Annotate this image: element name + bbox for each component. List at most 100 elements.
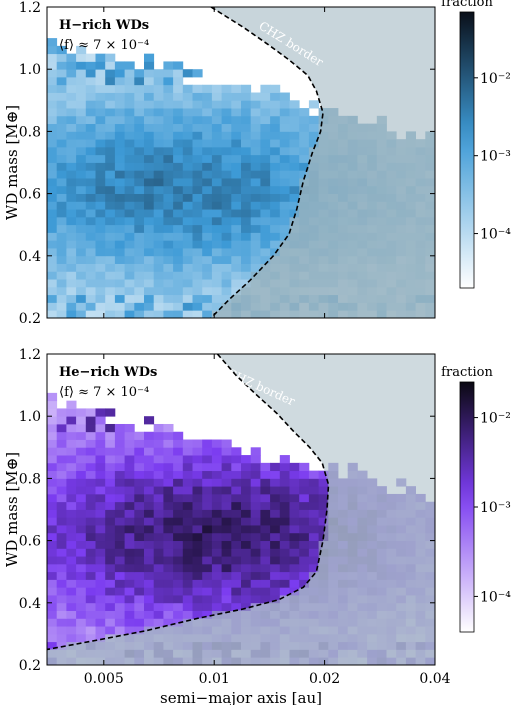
heatmap-cell — [144, 470, 155, 479]
heatmap-cell — [279, 193, 290, 202]
heatmap-cell — [105, 310, 116, 318]
heatmap-cell — [144, 263, 155, 272]
heatmap-cell — [163, 84, 174, 93]
heatmap-cell — [95, 470, 106, 479]
y-tick-label: 1.2 — [19, 0, 41, 16]
heatmap-cell — [114, 431, 125, 440]
heatmap-cell — [114, 162, 125, 171]
heatmap-cell — [76, 595, 87, 604]
heatmap-cell — [173, 563, 184, 573]
heatmap-cell — [76, 185, 87, 194]
wd-type-label: He−rich WDs — [59, 365, 157, 380]
heatmap-cell — [173, 493, 184, 503]
heatmap-cell — [279, 100, 290, 109]
heatmap-cell — [144, 286, 155, 296]
heatmap-cell — [211, 517, 222, 526]
heatmap-cell — [105, 146, 116, 156]
heatmap-cell — [56, 618, 67, 627]
heatmap-cell — [318, 525, 329, 534]
heatmap-cell — [66, 602, 77, 611]
heatmap-cell — [153, 478, 164, 487]
heatmap-cell — [173, 232, 184, 241]
heatmap-cell — [76, 548, 87, 557]
heatmap-cell — [134, 493, 145, 503]
heatmap-cell — [289, 146, 300, 156]
heatmap-cell — [124, 146, 135, 156]
heatmap-cell — [56, 462, 67, 472]
heatmap-cell — [231, 602, 242, 611]
y-tick-label: 0.2 — [19, 658, 41, 674]
heatmap-cell — [134, 447, 145, 456]
heatmap-cell — [279, 548, 290, 557]
heatmap-cell — [221, 170, 232, 179]
heatmap-cell — [85, 53, 96, 62]
heatmap-cell — [182, 162, 193, 171]
heatmap-cell — [241, 170, 252, 179]
heatmap-cell — [231, 209, 242, 218]
heatmap-cell — [56, 517, 67, 526]
colorbar-tick-label: 10⁻² — [480, 411, 511, 427]
heatmap-cell — [66, 478, 77, 487]
heatmap-cell — [202, 286, 213, 296]
heatmap-cell — [231, 146, 242, 156]
heatmap-cell — [114, 439, 125, 448]
heatmap-cell — [114, 294, 125, 303]
heatmap-cell — [279, 556, 290, 565]
heatmap-cell — [182, 240, 193, 249]
heatmap-cell — [279, 224, 290, 233]
heatmap-cell — [56, 178, 67, 187]
heatmap-cell — [211, 131, 222, 140]
heatmap-cell — [153, 185, 164, 194]
heatmap-cell — [192, 525, 203, 534]
heatmap-cell — [270, 587, 281, 596]
heatmap-cell — [250, 178, 261, 187]
heatmap-cell — [211, 84, 222, 93]
heatmap-cell — [85, 633, 96, 643]
heatmap-cell — [47, 618, 58, 627]
heatmap-cell — [114, 310, 125, 318]
heatmap-cell — [270, 232, 281, 241]
x-tick-label: 0.02 — [309, 671, 340, 687]
heatmap-cell — [76, 170, 87, 179]
heatmap-cell — [76, 193, 87, 202]
heatmap-cell — [76, 286, 87, 296]
heatmap-cell — [66, 131, 77, 140]
heatmap-cell — [153, 279, 164, 288]
heatmap-cell — [202, 302, 213, 311]
heatmap-cell — [85, 271, 96, 280]
heatmap-cell — [173, 92, 184, 101]
heatmap-cell — [153, 501, 164, 510]
heatmap-cell — [105, 216, 116, 226]
heatmap-cell — [105, 517, 116, 526]
heatmap-cell — [231, 162, 242, 171]
heatmap-cell — [95, 178, 106, 187]
heatmap-cell — [270, 509, 281, 518]
heatmap-cell — [76, 610, 87, 619]
heatmap-cell — [153, 462, 164, 472]
heatmap-cell — [299, 146, 310, 156]
heatmap-cell — [182, 294, 193, 303]
heatmap-cell — [124, 470, 135, 479]
heatmap-cell — [182, 193, 193, 202]
heatmap-cell — [85, 408, 96, 417]
heatmap-cell — [231, 501, 242, 510]
heatmap-cell — [192, 193, 203, 202]
heatmap-cell — [241, 478, 252, 487]
heatmap-cell — [105, 201, 116, 210]
heatmap-cell — [66, 447, 77, 456]
heatmap-cell — [221, 178, 232, 187]
heatmap-cell — [173, 579, 184, 588]
heatmap-cell — [250, 470, 261, 479]
heatmap-cell — [144, 76, 155, 86]
heatmap-cell — [95, 423, 106, 433]
heatmap-cell — [56, 439, 67, 448]
heatmap-cell — [105, 455, 116, 464]
heatmap-cell — [173, 431, 184, 440]
heatmap-cell — [221, 263, 232, 272]
heatmap-cell — [192, 563, 203, 573]
heatmap-cell — [260, 517, 271, 526]
heatmap-cell — [299, 517, 310, 526]
heatmap-cell — [211, 587, 222, 596]
heatmap-cell — [182, 263, 193, 272]
heatmap-cell — [241, 501, 252, 510]
